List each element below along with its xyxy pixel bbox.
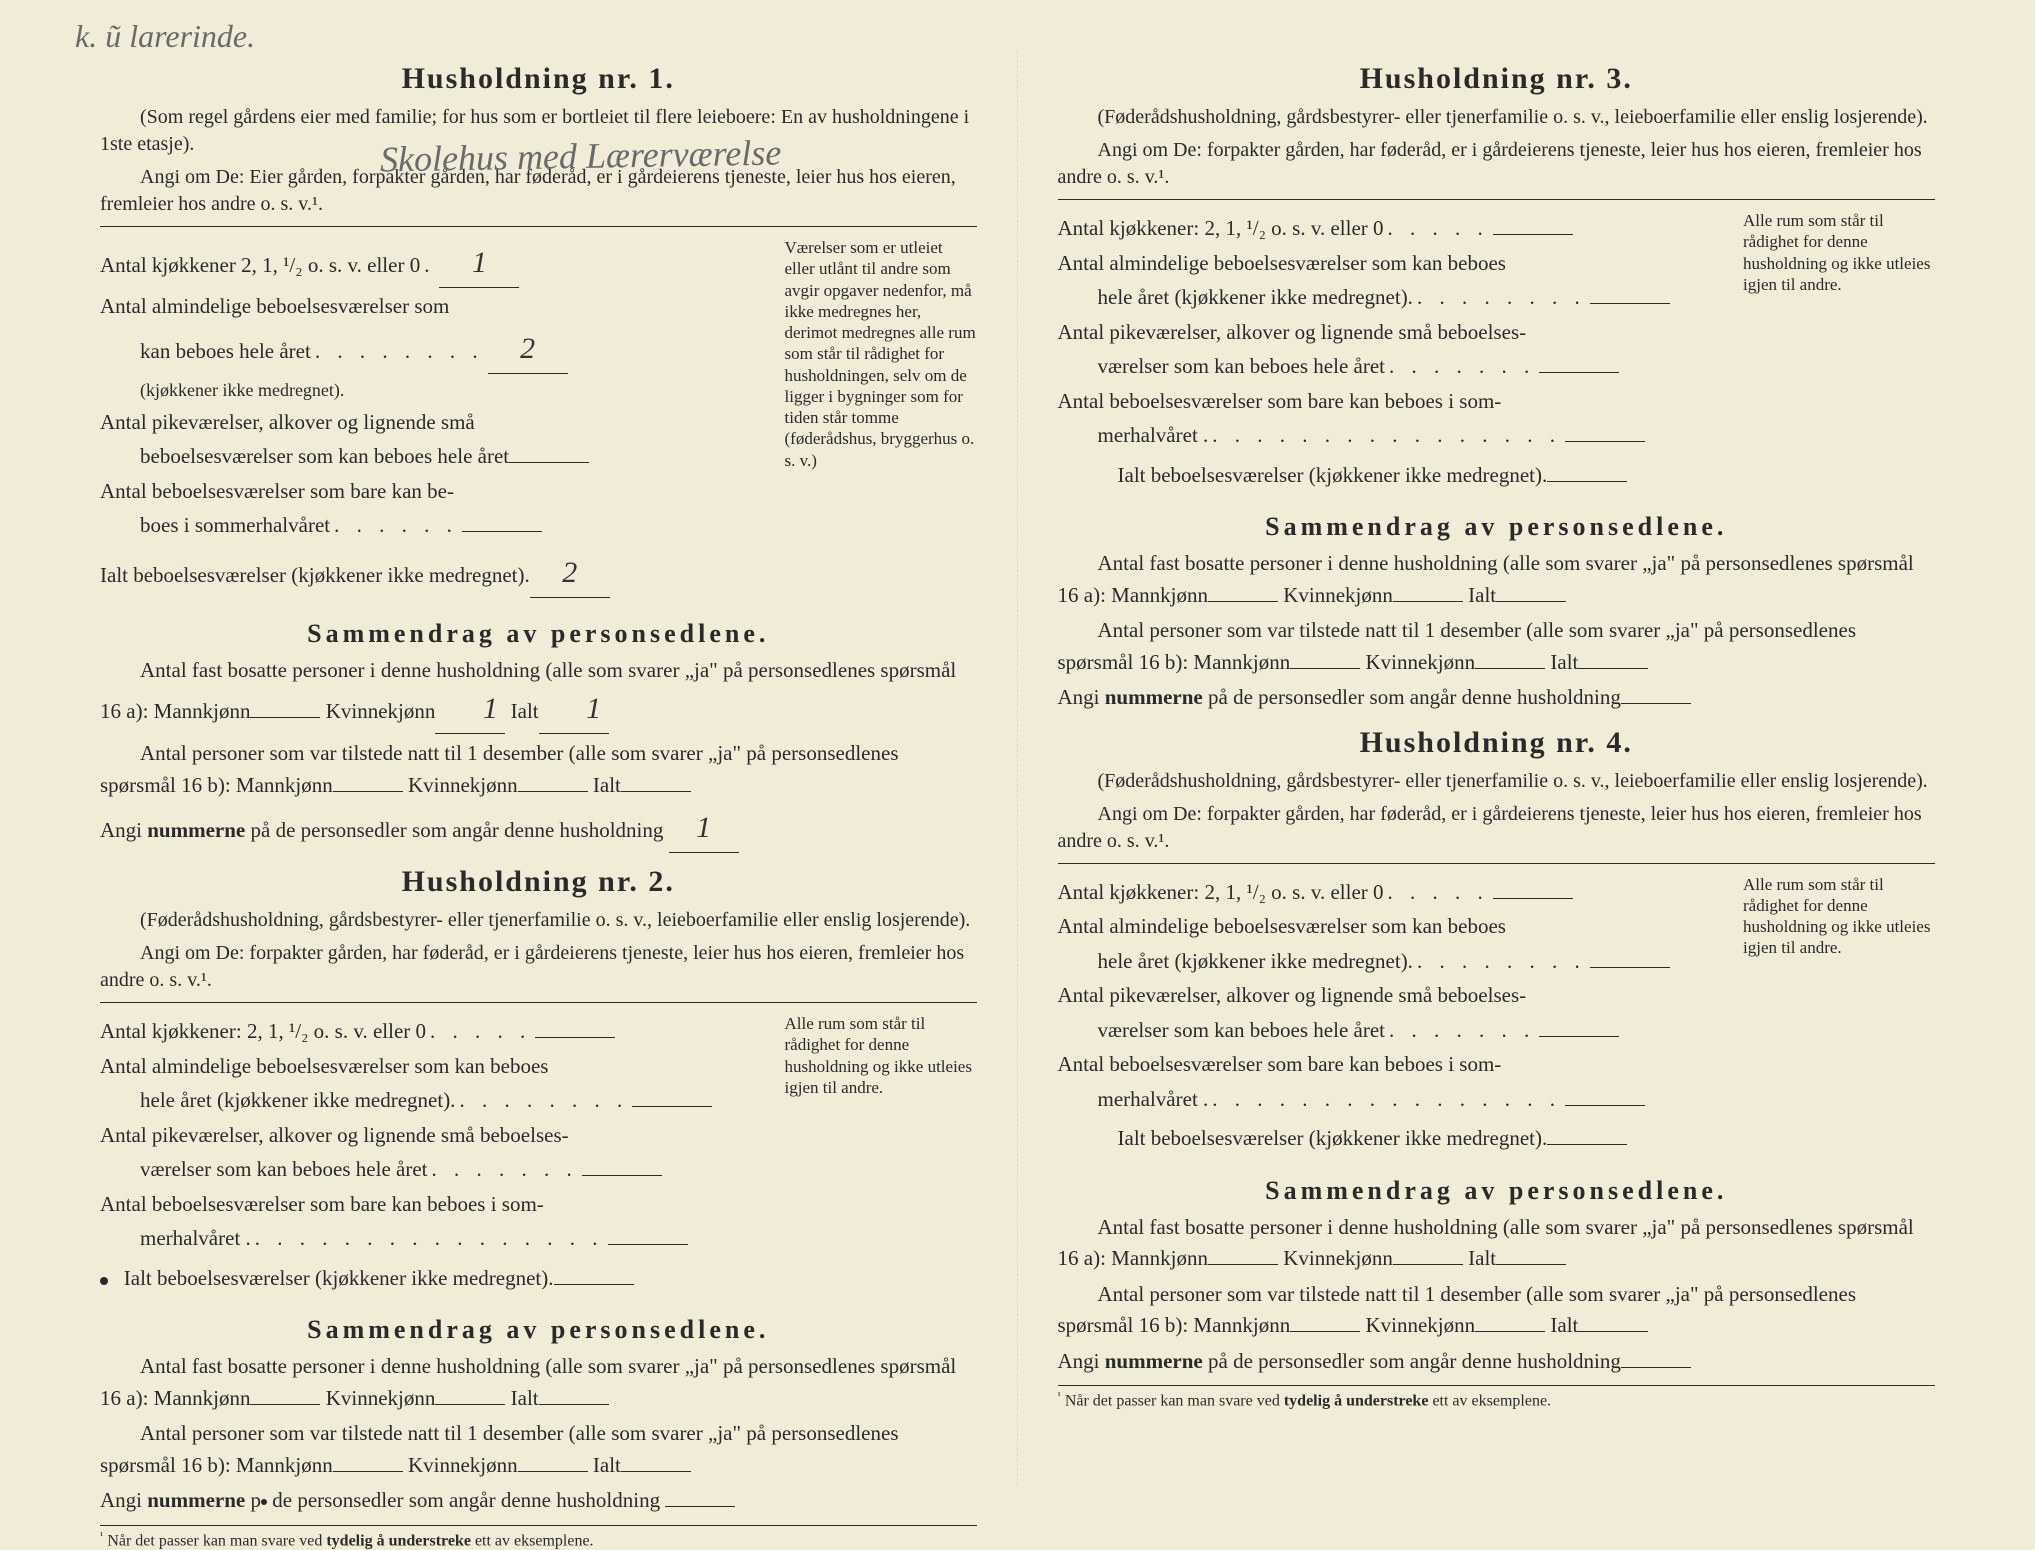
tilstede-3: Antal personer som var tilstede natt til… [1058,615,1936,678]
fast-bosatte: Antal fast bosatte personer i denne hush… [100,655,977,735]
sommer-value [462,529,542,532]
household-2-rooms-section: Antal kjøkkener: 2, 1, ¹/₂ o. s. v. elle… [100,1013,977,1297]
fast-bosatte-4: Antal fast bosatte personer i denne hush… [1058,1212,1936,1275]
sommer-label-2: boes i sommerhalvåret [140,510,330,542]
fast-bosatte-3: Antal fast bosatte personer i denne hush… [1058,548,1936,611]
alm-label-2: kan beboes hele året [140,336,311,368]
tilstede: Antal personer som var tilstede natt til… [100,738,977,801]
blank-line [100,1000,977,1003]
ialt-label: Ialt beboelsesværelser (kjøkkener ikke m… [100,560,530,592]
alm-value: 2 [488,326,568,374]
pike-value [509,460,589,463]
blank-line [1058,197,1936,200]
household-2-intro: (Føderådshusholdning, gårdsbestyrer- ell… [100,907,977,934]
household-4-intro: (Føderådshusholdning, gårdsbestyrer- ell… [1058,768,1936,795]
handwritten-annotation-middle: Skolehus med Lærerværelse [380,132,782,181]
household-1-sammen-title: Sammendrag av personsedlene. [100,619,977,649]
household-1-title: Husholdning nr. 1. [100,62,977,96]
brace-icon [767,1013,781,1098]
pike-label-1: Antal pikeværelser, alkover og lignende … [100,407,475,439]
fast-bosatte-2: Antal fast bosatte personer i denne hush… [100,1351,977,1414]
page-right: Husholdning nr. 3. (Føderådshusholdning,… [1018,50,1976,1486]
household-4-title: Husholdning nr. 4. [1058,726,1936,760]
household-3-angi: Angi om De: forpakter gården, har føderå… [1058,137,1936,191]
blank-line [1058,861,1936,864]
ialt-value: 2 [530,550,610,598]
kitchen-value: 1 [439,240,519,288]
household-3-title: Husholdning nr. 3. [1058,62,1936,96]
household-2-sammen-title: Sammendrag av personsedlene. [100,1315,977,1345]
handwritten-annotation-top: k. ũ larerinde. [75,18,255,55]
ink-spot-icon [100,1277,108,1285]
alm-label-1: Antal almindelige beboelsesværelser som [100,291,449,323]
page-left: Husholdning nr. 1. (Som regel gårdens ei… [60,50,1018,1486]
nummer-row-2: Angi nummerne p de personsedler som angå… [100,1485,977,1517]
household-2-title: Husholdning nr. 2. [100,865,977,899]
household-1-rooms-section: Antal kjøkkener 2, 1, ¹/₂ o. s. v. eller… [100,237,977,601]
nummer-row: Angi nummerne på de personsedler som ang… [100,805,977,853]
pike-label-2: beboelsesværelser som kan beboes hele år… [140,441,509,473]
brace-icon [1725,210,1739,295]
alm-parens: (kjøkkener ikke medregnet). [140,377,344,404]
household-2-angi: Angi om De: forpakter gården, har føderå… [100,940,977,994]
nummer-row-3: Angi nummerne på de personsedler som ang… [1058,682,1936,714]
brace-icon [767,237,781,471]
nummer-row-4: Angi nummerne på de personsedler som ang… [1058,1346,1936,1378]
tilstede-4: Antal personer som var tilstede natt til… [1058,1279,1936,1342]
household-3-sammen-title: Sammendrag av personsedlene. [1058,512,1936,542]
kitchen-label: Antal kjøkkener 2, 1, ¹/₂ o. s. v. eller… [100,250,420,282]
household-4-angi: Angi om De: forpakter gården, har føderå… [1058,801,1936,855]
room-note: Værelser som er utleiet eller utlånt til… [767,237,977,471]
footnote-left: ¹ Når det passer kan man svare ved tydel… [100,1525,977,1550]
household-4-sammen-title: Sammendrag av personsedlene. [1058,1176,1936,1206]
footnote-right: ¹ Når det passer kan man svare ved tydel… [1058,1385,1936,1410]
tilstede-2: Antal personer som var tilstede natt til… [100,1418,977,1481]
sommer-label-1: Antal beboelsesværelser som bare kan be- [100,476,454,508]
blank-line [100,224,977,227]
brace-icon [1725,874,1739,959]
household-3-intro: (Føderådshusholdning, gårdsbestyrer- ell… [1058,104,1936,131]
